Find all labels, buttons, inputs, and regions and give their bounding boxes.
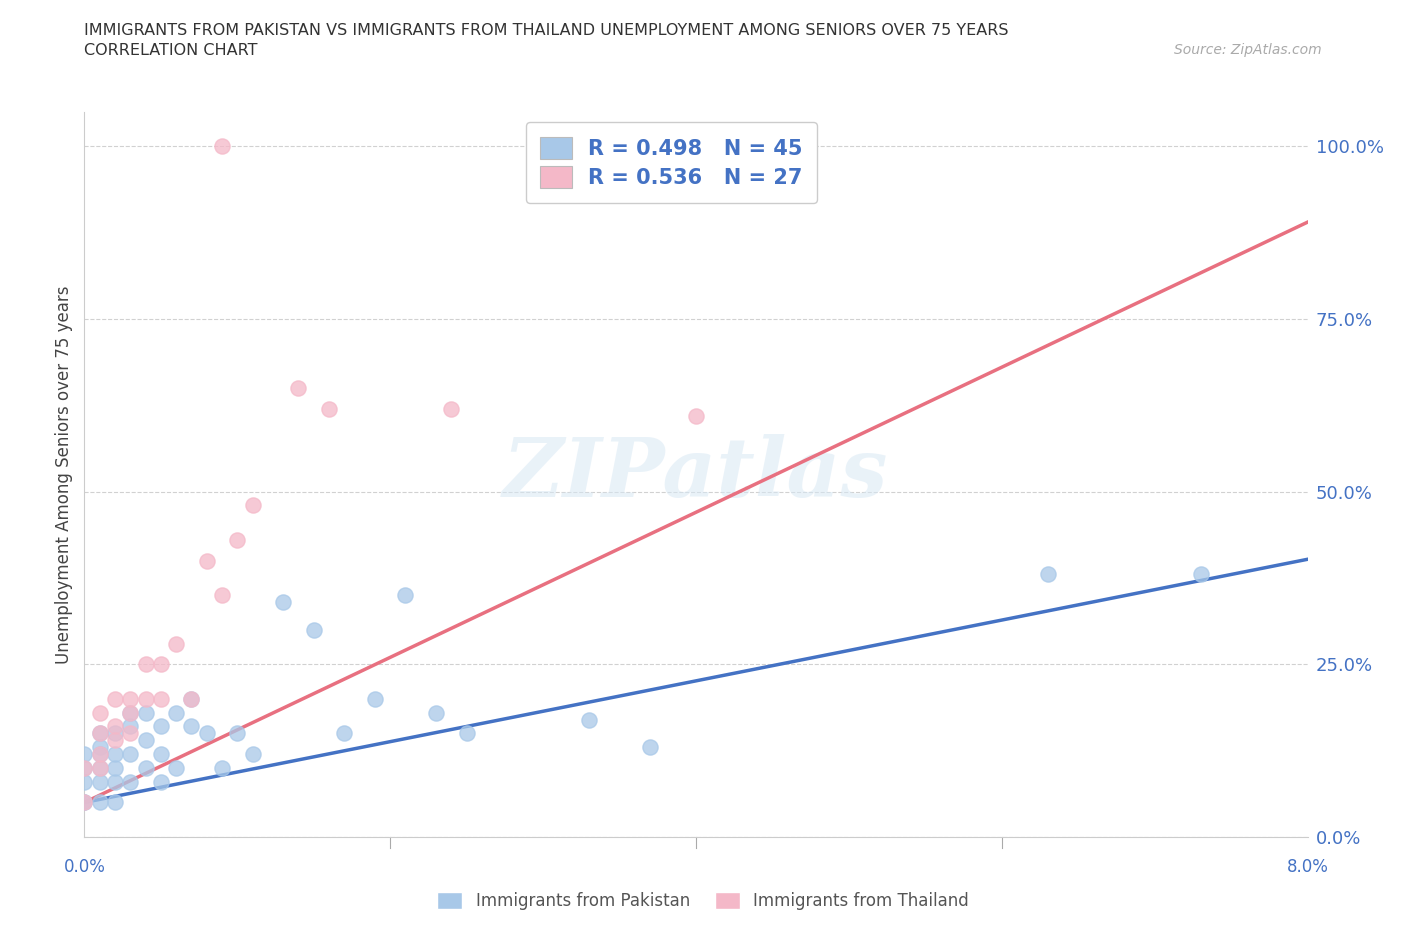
Y-axis label: Unemployment Among Seniors over 75 years: Unemployment Among Seniors over 75 years xyxy=(55,286,73,663)
Point xyxy=(104,775,127,790)
Text: 0.0%: 0.0% xyxy=(63,857,105,876)
Point xyxy=(149,719,172,734)
Point xyxy=(104,691,127,706)
Point xyxy=(73,795,96,810)
Point xyxy=(135,705,157,720)
Point xyxy=(318,401,340,416)
Point xyxy=(425,705,447,720)
Point xyxy=(226,533,249,548)
Point xyxy=(73,795,96,810)
Point xyxy=(120,775,142,790)
Point xyxy=(242,498,264,512)
Text: IMMIGRANTS FROM PAKISTAN VS IMMIGRANTS FROM THAILAND UNEMPLOYMENT AMONG SENIORS : IMMIGRANTS FROM PAKISTAN VS IMMIGRANTS F… xyxy=(84,23,1010,38)
Point xyxy=(165,705,187,720)
Point xyxy=(287,380,309,395)
Point xyxy=(456,726,478,741)
Point xyxy=(195,726,218,741)
Point xyxy=(89,761,111,776)
Point xyxy=(165,636,187,651)
Point xyxy=(135,691,157,706)
Point xyxy=(211,139,233,153)
Point xyxy=(120,726,142,741)
Point xyxy=(89,726,111,741)
Point xyxy=(165,761,187,776)
Point xyxy=(578,712,600,727)
Point xyxy=(89,761,111,776)
Point xyxy=(104,747,127,762)
Legend: R = 0.498   N = 45, R = 0.536   N = 27: R = 0.498 N = 45, R = 0.536 N = 27 xyxy=(526,122,817,203)
Point xyxy=(1036,567,1059,582)
Point xyxy=(211,761,233,776)
Text: Source: ZipAtlas.com: Source: ZipAtlas.com xyxy=(1174,43,1322,57)
Point xyxy=(135,657,157,671)
Point xyxy=(149,747,172,762)
Point xyxy=(89,747,111,762)
Point xyxy=(394,588,416,603)
Point xyxy=(104,719,127,734)
Text: 8.0%: 8.0% xyxy=(1286,857,1329,876)
Point xyxy=(73,747,96,762)
Point xyxy=(89,775,111,790)
Point xyxy=(73,761,96,776)
Point xyxy=(149,775,172,790)
Point xyxy=(211,588,233,603)
Point xyxy=(104,761,127,776)
Point xyxy=(242,747,264,762)
Point xyxy=(180,691,202,706)
Point xyxy=(120,705,142,720)
Point xyxy=(73,761,96,776)
Point xyxy=(120,719,142,734)
Point xyxy=(149,657,172,671)
Text: CORRELATION CHART: CORRELATION CHART xyxy=(84,43,257,58)
Point xyxy=(1189,567,1212,582)
Point xyxy=(302,622,325,637)
Point xyxy=(135,761,157,776)
Point xyxy=(135,733,157,748)
Point xyxy=(73,775,96,790)
Point xyxy=(638,739,661,754)
Point xyxy=(180,719,202,734)
Point xyxy=(333,726,356,741)
Point xyxy=(226,726,249,741)
Point xyxy=(440,401,463,416)
Point xyxy=(364,691,387,706)
Point xyxy=(89,747,111,762)
Legend: Immigrants from Pakistan, Immigrants from Thailand: Immigrants from Pakistan, Immigrants fro… xyxy=(430,885,976,917)
Point xyxy=(685,408,707,423)
Point xyxy=(104,726,127,741)
Point xyxy=(73,795,96,810)
Point xyxy=(89,795,111,810)
Point xyxy=(149,691,172,706)
Point xyxy=(271,594,294,609)
Text: ZIPatlas: ZIPatlas xyxy=(503,434,889,514)
Point xyxy=(195,553,218,568)
Point xyxy=(180,691,202,706)
Point xyxy=(120,691,142,706)
Point xyxy=(104,733,127,748)
Point xyxy=(104,795,127,810)
Point xyxy=(120,705,142,720)
Point xyxy=(89,726,111,741)
Point xyxy=(89,739,111,754)
Point xyxy=(89,705,111,720)
Point xyxy=(120,747,142,762)
